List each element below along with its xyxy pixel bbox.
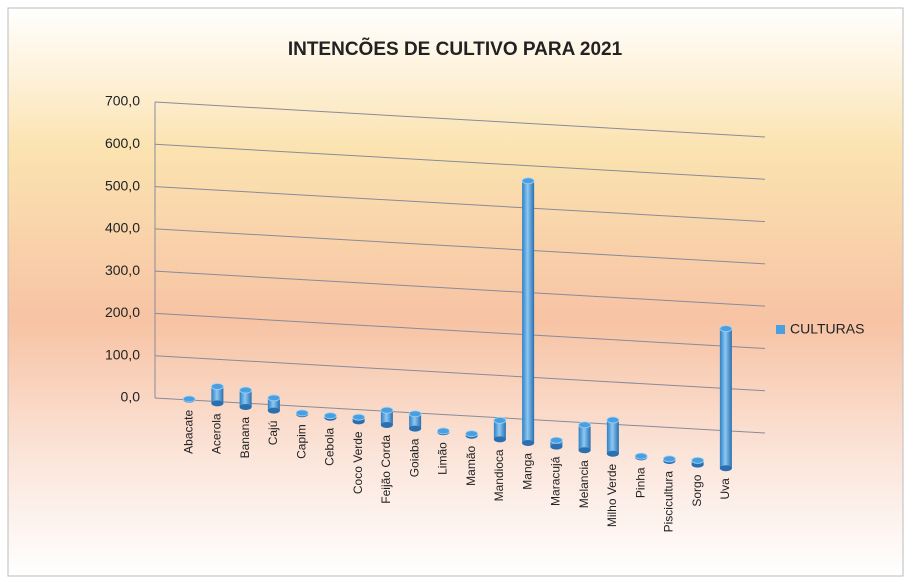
bar-top [521,177,535,185]
chart-frame [7,7,904,577]
bar-base [550,443,563,450]
bar [211,386,224,404]
grid-line [154,143,766,180]
bar-top [408,410,422,418]
chart-title: INTENCÕES DE CULTIVO PARA 2021 [288,38,623,60]
x-tick-label: Pinha [633,467,647,498]
bar-top [549,436,563,444]
x-tick-label: Limão [436,442,450,475]
bar-base [211,400,224,407]
bar-top [239,386,253,394]
x-tick-label: Piscicultura [662,471,676,533]
bar-top [182,395,196,403]
x-tick-label: Manga [520,453,534,490]
y-tick-label: 500,0 [105,177,140,193]
x-tick-label: Abacate [181,409,195,453]
x-tick-label: Maracujá [549,456,563,506]
bar-top [606,416,620,424]
bar-top [691,456,705,464]
bar-top [578,421,592,429]
bar-base [522,440,535,446]
legend-label: CULTURAS [790,321,864,337]
bar [239,390,252,407]
bar-top [210,383,224,390]
grid-line [154,270,766,307]
bar [409,413,422,429]
bar-top [465,430,479,438]
bar-top [493,416,507,424]
x-tick-label: Sorgo [690,474,704,506]
bar-top [662,455,676,463]
y-tick-label: 300,0 [105,262,140,278]
legend-swatch [776,325,785,334]
bar [493,420,506,440]
grid-line [154,228,766,265]
grid-line [154,101,766,138]
bar-base [380,422,393,428]
y-tick-label: 700,0 [105,93,140,109]
x-tick-label: Milho Verde [605,463,619,527]
x-tick-label: Banana [238,417,252,459]
x-tick-label: Mandioca [492,449,506,501]
bar [380,410,393,425]
y-tick-label: 100,0 [105,346,140,362]
bar-top [352,413,366,421]
bar-top [380,406,394,414]
bar-base [409,425,422,432]
bar-base [267,407,280,414]
x-tick-label: Feijão Corda [379,435,393,504]
bar-base [493,436,506,443]
bar [267,397,280,411]
x-tick-label: Capim [294,424,308,459]
bar [719,328,732,469]
bar-base [239,404,252,410]
y-tick-label: 400,0 [105,220,140,236]
bar-top [634,452,648,460]
bar-top [295,409,309,417]
bar [578,424,591,451]
grid-line [154,186,766,223]
y-tick-label: 200,0 [105,304,140,320]
bar-top [719,325,733,333]
x-tick-label: Uva [718,478,732,500]
bar [522,180,535,444]
x-tick-label: Cebola [323,427,337,465]
x-tick-label: Coco Verde [351,431,365,494]
bar-top [267,394,281,402]
bar-top [436,427,450,435]
x-tick-label: Melancia [577,460,591,508]
grid-line [154,397,766,434]
bar [606,419,619,454]
bar-base [606,450,619,457]
x-tick-label: Mamão [464,445,478,485]
x-tick-label: Acerola [210,413,224,454]
grid-line [154,355,766,392]
y-tick-label: 0,0 [121,389,141,405]
grid-line [154,312,766,349]
y-tick-label: 600,0 [105,135,140,151]
bar-base [719,465,732,472]
bar-top [323,412,337,420]
x-tick-label: Goiaba [407,438,421,477]
bar-base [578,447,591,454]
x-tick-label: Cajú [266,421,280,446]
